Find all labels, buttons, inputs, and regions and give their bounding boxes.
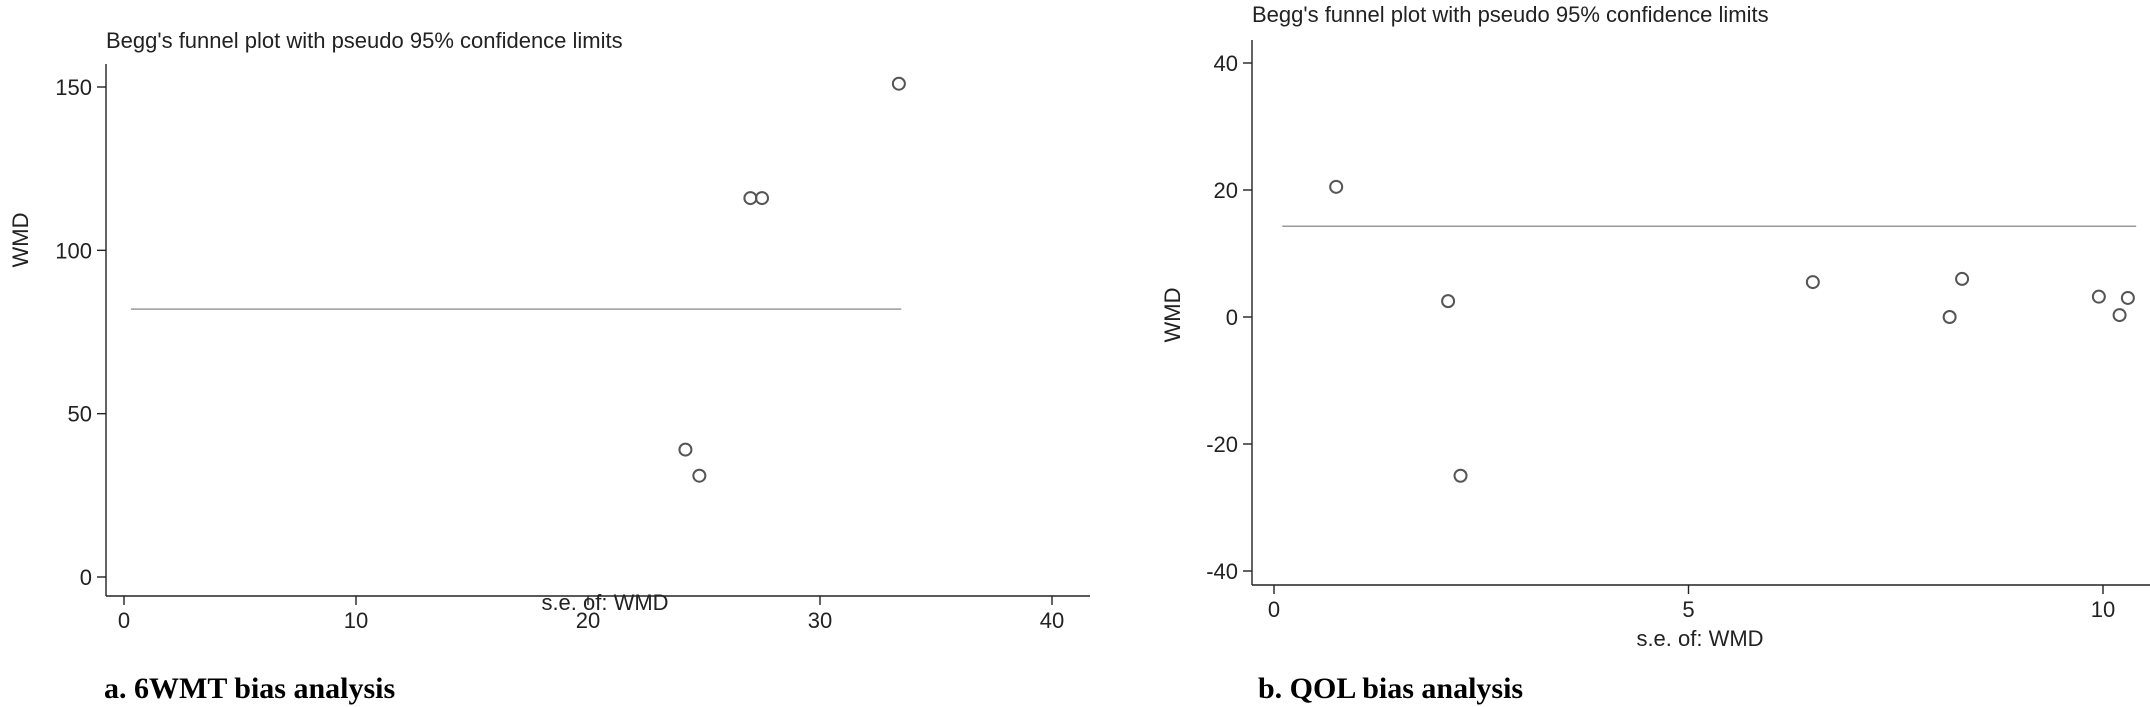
panel-a-data-point bbox=[755, 191, 769, 206]
panel-a-x-tick-label: 20 bbox=[576, 608, 600, 633]
panel-b-y-tick-label: 40 bbox=[1214, 51, 1238, 76]
panel-a-x-tick-label: 40 bbox=[1040, 608, 1064, 633]
panel-a-y-tick-label: 0 bbox=[80, 565, 92, 590]
panel-b-caption: b. QOL bias analysis bbox=[1258, 672, 1523, 705]
panel-a-x-tick-label: 10 bbox=[344, 608, 368, 633]
panel-b-x-tick-label: 5 bbox=[1682, 597, 1694, 622]
panel-a-y-tick-label: 100 bbox=[55, 238, 92, 263]
panel-b-y-tick-label: 20 bbox=[1214, 178, 1238, 203]
panel-b-x-tick-label: 10 bbox=[2091, 597, 2115, 622]
panel-a-caption: a. 6WMT bias analysis bbox=[104, 672, 395, 705]
panel-b-data-point bbox=[2120, 290, 2135, 305]
panel-b-data-point bbox=[2091, 289, 2106, 304]
panel-a-data-point bbox=[743, 191, 758, 206]
panel-b-title: Begg's funnel plot with pseudo 95% confi… bbox=[1252, 2, 1769, 27]
panel-a-data-point bbox=[891, 76, 906, 91]
panel-b-y-tick-label: 0 bbox=[1226, 305, 1238, 330]
panel-b-data-point bbox=[1942, 310, 1957, 324]
panel-a-x-tick-label: 0 bbox=[118, 608, 130, 633]
panel-b-y-axis-label: WMD bbox=[1160, 288, 1185, 343]
panel-a-x-tick-label: 30 bbox=[808, 608, 832, 633]
panel-a-data-point bbox=[692, 468, 707, 483]
panel-b-data-point bbox=[1453, 468, 1468, 483]
panel-b-x-tick-label: 0 bbox=[1268, 597, 1280, 622]
panel-a-y-tick-label: 50 bbox=[68, 402, 92, 427]
panel-b-data-point bbox=[1955, 271, 1970, 286]
panel-a-data-point bbox=[678, 442, 693, 457]
panel-a-title: Begg's funnel plot with pseudo 95% confi… bbox=[106, 28, 623, 53]
panel-b-data-point bbox=[1441, 294, 1456, 309]
panel-a-y-tick-label: 150 bbox=[55, 75, 92, 100]
panel-b-y-tick-label: -20 bbox=[1206, 432, 1238, 457]
panel-b-data-point bbox=[1805, 275, 1820, 290]
panel-b-qol: Begg's funnel plot with pseudo 95% confi… bbox=[1160, 2, 2150, 705]
panel-b-x-axis-label: s.e. of: WMD bbox=[1636, 626, 1763, 651]
panel-a-y-axis-label: WMD bbox=[8, 213, 33, 268]
panel-b-y-tick-label: -40 bbox=[1206, 559, 1238, 584]
panel-a-6wmt: Begg's funnel plot with pseudo 95% confi… bbox=[8, 28, 1090, 705]
panel-b-data-point bbox=[1329, 179, 1344, 194]
panel-b-data-point bbox=[2112, 308, 2127, 323]
panel-a-x-axis-label: s.e. of: WMD bbox=[541, 590, 668, 615]
